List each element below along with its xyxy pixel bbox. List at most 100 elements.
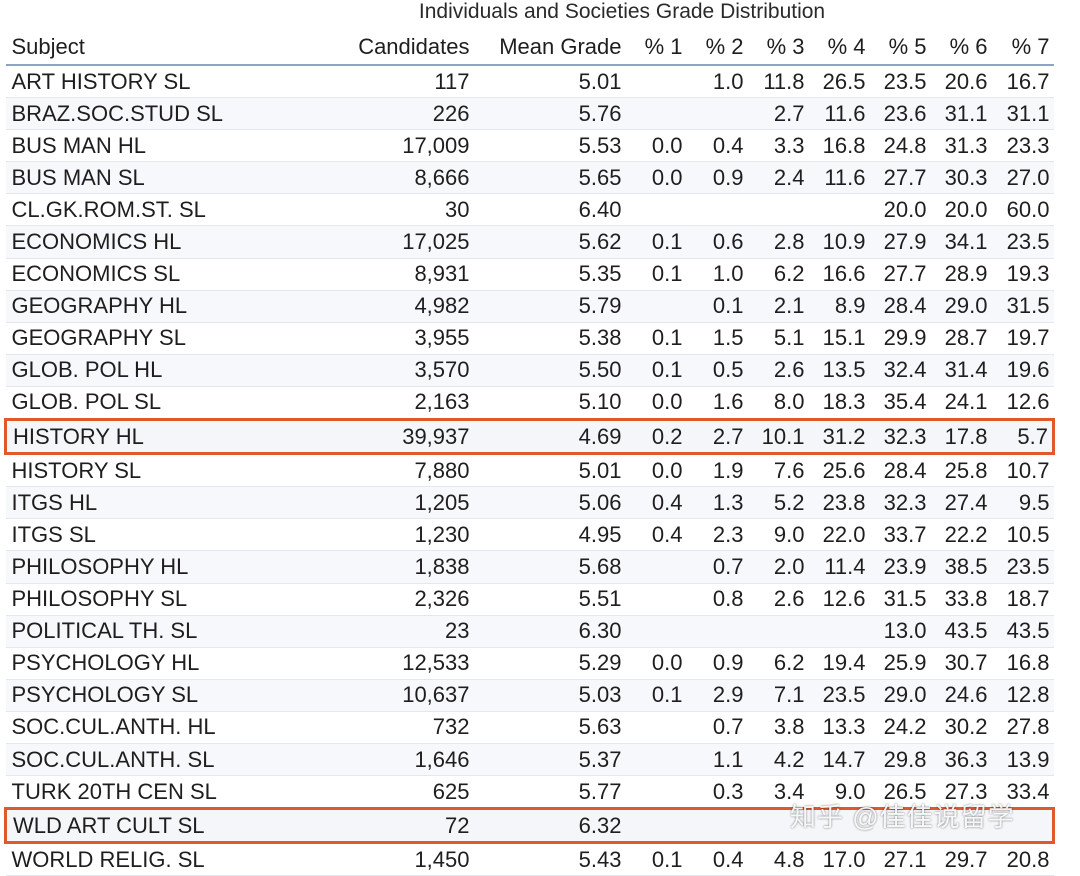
- table-title: Individuals and Societies Grade Distribu…: [418, 0, 826, 23]
- pct-4-cell: 23.8: [808, 486, 870, 520]
- pct-6-cell: [930, 807, 992, 845]
- pct-2-cell: 1.6: [686, 386, 748, 421]
- candidates-cell: 7,880: [341, 453, 474, 488]
- pct-5-cell: 27.9: [869, 225, 931, 259]
- pct-5-cell: 29.8: [869, 743, 931, 777]
- table-row: ECONOMICS HL 17,025 5.62 0.1 0.6 2.8 10.9 27.9 3…: [5, 225, 1054, 259]
- pct-5-cell: 25.9: [869, 647, 931, 680]
- pct-7-cell: 5.7: [991, 418, 1055, 456]
- mean-grade-cell: 5.10: [473, 386, 626, 421]
- pct-3-cell: 6.2: [747, 647, 809, 680]
- pct-2-cell: [686, 807, 748, 845]
- mean-grade-cell: 5.53: [473, 129, 626, 163]
- subject-cell: HISTORY HL: [4, 418, 342, 456]
- pct-4-cell: 16.6: [808, 258, 870, 291]
- candidates-cell: 2,163: [341, 386, 474, 421]
- pct-1-cell: 0.0: [625, 647, 687, 680]
- mean-grade-cell: 5.01: [473, 453, 626, 488]
- pct-2-cell: 1.0: [686, 65, 748, 99]
- pct-6-cell: 33.8: [930, 583, 992, 616]
- column-header-pct-7: % 7: [991, 30, 1054, 66]
- pct-6-cell: 30.3: [930, 161, 992, 195]
- pct-3-cell: 11.8: [747, 65, 809, 99]
- table-row: GLOB. POL HL 3,570 5.50 0.1 0.5 2.6 13.5 32.4 31…: [5, 354, 1054, 387]
- pct-7-cell: 12.8: [991, 679, 1054, 712]
- pct-5-cell: 35.4: [869, 386, 931, 421]
- subject-cell: WLD ART CULT SL: [4, 807, 342, 845]
- pct-2-cell: 1.1: [686, 743, 748, 777]
- pct-2-cell: 0.6: [686, 225, 748, 259]
- pct-3-cell: 6.2: [747, 258, 809, 291]
- mean-grade-cell: 5.06: [473, 486, 626, 520]
- candidates-cell: 1,205: [341, 486, 474, 520]
- pct-1-cell: 0.0: [625, 161, 687, 195]
- pct-6-cell: 20.6: [930, 65, 992, 99]
- pct-5-cell: 31.5: [869, 583, 931, 616]
- pct-2-cell: 1.3: [686, 486, 748, 520]
- candidates-cell: 8,666: [341, 161, 474, 195]
- pct-1-cell: [625, 550, 687, 584]
- pct-3-cell: 2.4: [747, 161, 809, 195]
- candidates-cell: 4,982: [341, 290, 474, 323]
- pct-2-cell: 0.5: [686, 354, 748, 387]
- pct-7-cell: 19.3: [991, 258, 1054, 291]
- candidates-cell: 10,637: [341, 679, 474, 712]
- pct-4-cell: 11.6: [808, 161, 870, 195]
- column-header-candidates: Candidates: [341, 30, 474, 66]
- pct-6-cell: 31.3: [930, 129, 992, 163]
- table-row: POLITICAL TH. SL 23 6.30 13.0 43.5 43.5: [5, 615, 1054, 648]
- subject-cell: BUS MAN HL: [5, 129, 342, 163]
- pct-6-cell: 38.5: [930, 550, 992, 584]
- column-header-subject: Subject: [5, 30, 342, 66]
- pct-4-cell: 11.6: [808, 97, 870, 131]
- pct-3-cell: [747, 807, 809, 845]
- pct-6-cell: 27.3: [930, 775, 992, 810]
- pct-1-cell: 0.1: [625, 322, 687, 355]
- subject-cell: GLOB. POL HL: [5, 354, 342, 387]
- mean-grade-cell: 5.76: [473, 97, 626, 131]
- column-header-mean-grade: Mean Grade: [473, 30, 626, 66]
- pct-1-cell: 0.4: [625, 486, 687, 520]
- pct-2-cell: 0.9: [686, 161, 748, 195]
- pct-5-cell: 32.3: [869, 418, 931, 456]
- table-row: HISTORY SL 7,880 5.01 0.0 1.9 7.6 25.6 28.4 25.8…: [5, 453, 1054, 488]
- pct-2-cell: 0.4: [686, 129, 748, 163]
- pct-2-cell: 0.9: [686, 647, 748, 680]
- mean-grade-cell: 4.95: [473, 518, 626, 552]
- subject-cell: CL.GK.ROM.ST. SL: [5, 193, 342, 227]
- pct-7-cell: 31.1: [991, 97, 1054, 131]
- pct-2-cell: [686, 193, 748, 227]
- pct-5-cell: 32.4: [869, 354, 931, 387]
- table-row: BRAZ.SOC.STUD SL 226 5.76 2.7 11.6 23.6 31.1 31…: [5, 97, 1054, 131]
- table-row: SOC.CUL.ANTH. HL 732 5.63 0.7 3.8 13.3 24.2 30.…: [5, 711, 1054, 744]
- subject-cell: PHILOSOPHY HL: [5, 550, 342, 584]
- pct-5-cell: 28.4: [869, 290, 931, 323]
- pct-2-cell: 0.1: [686, 290, 748, 323]
- mean-grade-cell: 6.32: [473, 807, 626, 845]
- pct-6-cell: 34.1: [930, 225, 992, 259]
- pct-7-cell: 9.5: [991, 486, 1054, 520]
- pct-6-cell: 24.6: [930, 679, 992, 712]
- pct-3-cell: 2.6: [747, 354, 809, 387]
- mean-grade-cell: 5.35: [473, 258, 626, 291]
- candidates-cell: 3,955: [341, 322, 474, 355]
- pct-7-cell: 23.5: [991, 225, 1054, 259]
- table-row: PSYCHOLOGY SL 10,637 5.03 0.1 2.9 7.1 23.5 29.0…: [5, 679, 1054, 712]
- pct-6-cell: 28.7: [930, 322, 992, 355]
- table-row: ITGS SL 1,230 4.95 0.4 2.3 9.0 22.0 33.7 22.2 10.…: [5, 518, 1054, 552]
- pct-4-cell: 22.0: [808, 518, 870, 552]
- pct-1-cell: 0.1: [625, 258, 687, 291]
- mean-grade-cell: 5.29: [473, 647, 626, 680]
- pct-3-cell: 9.0: [747, 518, 809, 552]
- candidates-cell: 625: [341, 775, 474, 810]
- subject-cell: SOC.CUL.ANTH. SL: [5, 743, 342, 777]
- pct-7-cell: 27.0: [991, 161, 1054, 195]
- pct-7-cell: 20.8: [991, 842, 1054, 876]
- pct-7-cell: 60.0: [991, 193, 1054, 227]
- pct-5-cell: 27.7: [869, 161, 931, 195]
- pct-1-cell: [625, 97, 687, 131]
- pct-5-cell: 13.0: [869, 615, 931, 648]
- pct-4-cell: 13.3: [808, 711, 870, 744]
- mean-grade-cell: 5.50: [473, 354, 626, 387]
- pct-2-cell: 1.5: [686, 322, 748, 355]
